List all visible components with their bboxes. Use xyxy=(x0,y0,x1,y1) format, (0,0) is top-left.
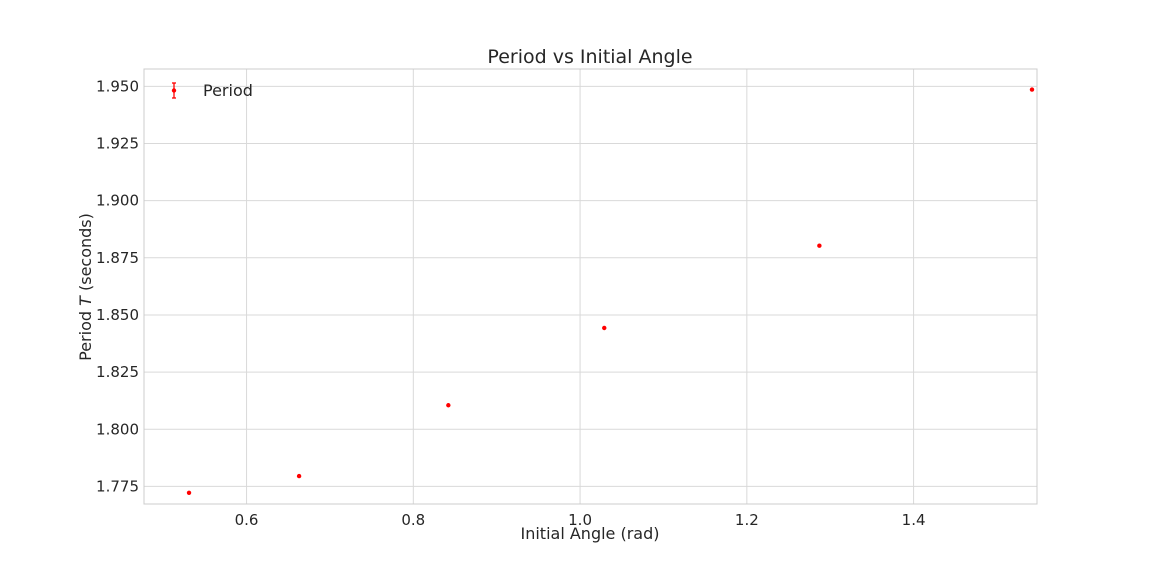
grid-lines xyxy=(144,69,1037,504)
data-point xyxy=(296,473,302,479)
x-tick-label: 0.6 xyxy=(235,511,259,529)
y-tick-label: 1.825 xyxy=(96,363,139,381)
x-tick-label: 0.8 xyxy=(401,511,425,529)
y-axis-label-suffix: (seconds) xyxy=(76,213,95,296)
legend: Period xyxy=(171,81,253,100)
y-axis-label-prefix: Period xyxy=(76,306,95,361)
y-axis-label-symbol: T xyxy=(76,295,95,306)
x-tick-label: 1.4 xyxy=(902,511,926,529)
plot-frame xyxy=(143,68,1038,505)
y-tick-label: 1.800 xyxy=(96,420,139,438)
legend-marker xyxy=(171,88,177,93)
y-tick-label: 1.850 xyxy=(96,306,139,324)
x-tick-label: 1.0 xyxy=(568,511,592,529)
y-axis-ticks: 1.775 1.800 1.825 1.850 1.875 1.900 1.925 1.950 xyxy=(96,77,139,495)
y-tick-label: 1.925 xyxy=(96,135,139,153)
x-tick-label: 1.2 xyxy=(735,511,759,529)
data-point xyxy=(186,490,192,495)
x-axis-label: Initial Angle (rad) xyxy=(521,524,660,543)
data-point xyxy=(446,403,451,408)
data-point xyxy=(1029,87,1035,92)
x-axis-ticks: 0.6 0.8 1.0 1.2 1.4 xyxy=(235,511,926,529)
y-tick-label: 1.950 xyxy=(96,77,139,95)
y-tick-label: 1.900 xyxy=(96,192,139,210)
chart-title: Period vs Initial Angle xyxy=(487,46,692,68)
data-point xyxy=(602,325,607,331)
y-tick-label: 1.875 xyxy=(96,249,139,267)
y-axis-label: Period T (seconds) xyxy=(76,213,95,361)
legend-label-period: Period xyxy=(203,81,253,100)
y-tick-label: 1.775 xyxy=(96,477,139,495)
data-point xyxy=(817,243,822,248)
data-points xyxy=(186,87,1035,495)
